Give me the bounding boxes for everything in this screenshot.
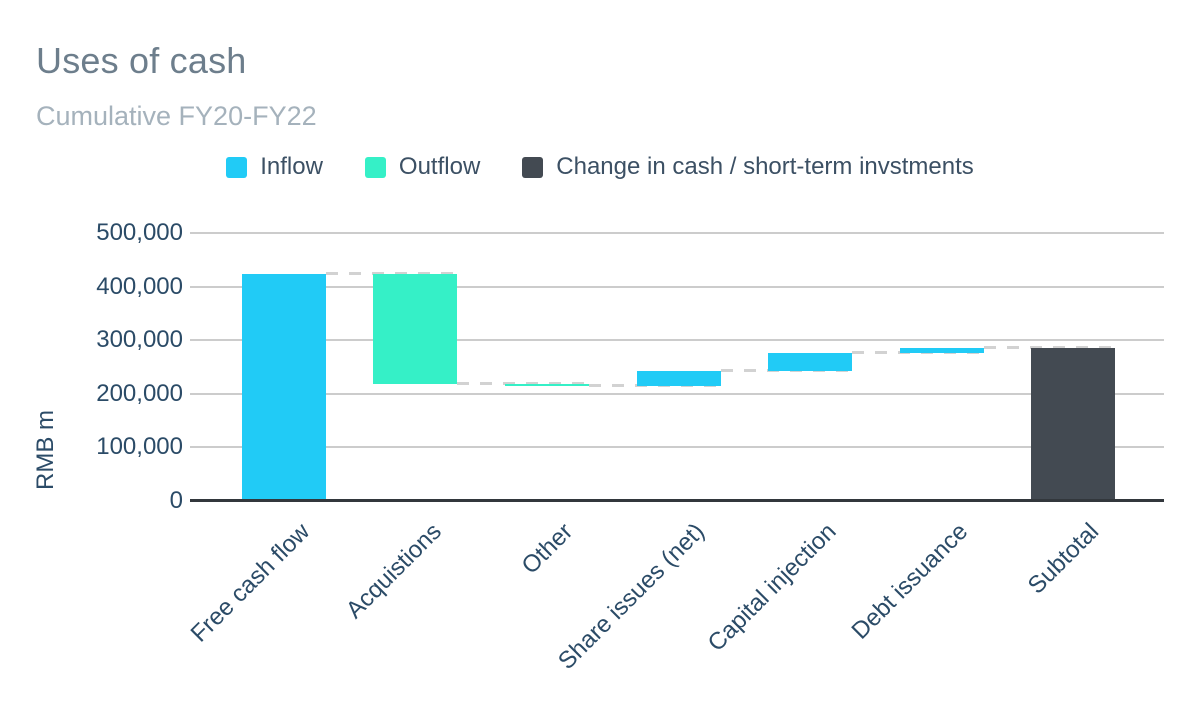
legend-label: Inflow xyxy=(260,153,323,180)
chart-title: Uses of cash xyxy=(36,40,247,81)
chart-subtitle: Cumulative FY20-FY22 xyxy=(36,101,317,131)
bar-capital-injection xyxy=(768,352,853,371)
y-tick-label: 0 xyxy=(169,487,183,514)
gridline xyxy=(190,232,1164,234)
legend-label: Change in cash / short-term invstments xyxy=(556,153,974,180)
legend-item-total: Change in cash / short-term invstments xyxy=(522,153,974,181)
bar-subtotal xyxy=(1031,348,1116,501)
x-axis-line xyxy=(190,499,1164,502)
bar-share-issues-net xyxy=(636,370,721,387)
waterfall-connector xyxy=(325,272,458,276)
y-tick-label: 500,000 xyxy=(96,219,183,246)
bar-acquistions xyxy=(373,274,458,384)
legend-item-outflow: Outflow xyxy=(364,153,481,181)
bar-other xyxy=(504,383,589,387)
y-tick-label: 300,000 xyxy=(96,326,183,354)
legend-swatch-inflow xyxy=(226,156,248,178)
y-tick-label: 100,000 xyxy=(96,433,183,461)
x-category-label-other: Other xyxy=(516,518,579,580)
x-category-label-share-issues-net: Share issues (net) xyxy=(552,518,710,675)
x-category-label-debt-issuance: Debt issuance xyxy=(846,518,973,645)
legend: Inflow Outflow Change in cash / short-term… xyxy=(0,151,1200,183)
y-tick-label: 400,000 xyxy=(96,272,183,300)
waterfall-connector xyxy=(983,346,1116,350)
y-tick-label: 200,000 xyxy=(96,379,183,407)
legend-item-inflow: Inflow xyxy=(226,153,323,181)
x-category-label-free-cash-flow: Free cash flow xyxy=(185,518,315,648)
x-category-label-acquistions: Acquistions xyxy=(340,518,447,624)
waterfall-connector xyxy=(457,381,589,385)
gridline xyxy=(190,285,1164,288)
legend-swatch-total xyxy=(522,156,544,178)
gridline xyxy=(190,446,1164,449)
x-category-label-subtotal: Subtotal xyxy=(1022,518,1105,600)
x-category-label-capital-injection: Capital injection xyxy=(702,518,842,657)
plot-area xyxy=(190,232,1164,502)
gridline xyxy=(190,339,1164,342)
bar-debt-issuance xyxy=(899,348,984,353)
bar-free-cash-flow xyxy=(241,274,326,501)
gridline xyxy=(190,392,1164,395)
legend-label: Outflow xyxy=(398,153,481,180)
legend-swatch-outflow xyxy=(364,156,386,178)
